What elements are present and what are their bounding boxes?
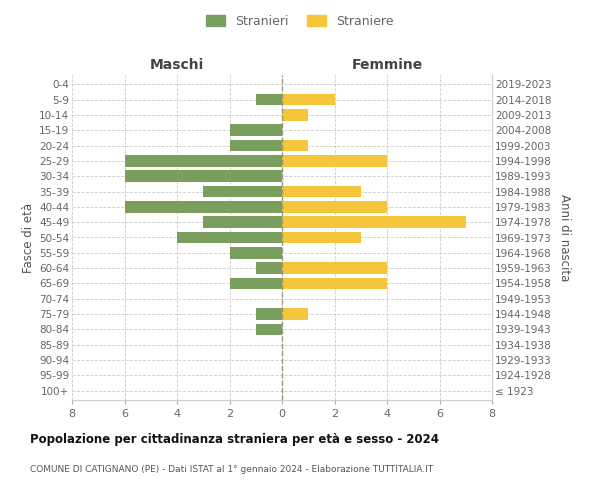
Bar: [229, 247, 282, 258]
Text: Femmine: Femmine: [352, 58, 422, 72]
Bar: [256, 324, 282, 335]
Bar: [229, 140, 282, 151]
Text: Maschi: Maschi: [150, 58, 204, 72]
Bar: [125, 201, 282, 212]
Bar: [282, 216, 466, 228]
Bar: [203, 186, 282, 198]
Bar: [125, 155, 282, 166]
Bar: [282, 262, 387, 274]
Bar: [282, 94, 335, 106]
Bar: [229, 124, 282, 136]
Bar: [229, 278, 282, 289]
Bar: [282, 278, 387, 289]
Y-axis label: Anni di nascita: Anni di nascita: [558, 194, 571, 281]
Bar: [177, 232, 282, 243]
Bar: [282, 109, 308, 120]
Bar: [282, 232, 361, 243]
Text: Popolazione per cittadinanza straniera per età e sesso - 2024: Popolazione per cittadinanza straniera p…: [30, 432, 439, 446]
Bar: [256, 262, 282, 274]
Legend: Stranieri, Straniere: Stranieri, Straniere: [203, 11, 397, 32]
Bar: [282, 201, 387, 212]
Bar: [256, 94, 282, 106]
Bar: [282, 140, 308, 151]
Bar: [125, 170, 282, 182]
Bar: [203, 216, 282, 228]
Bar: [282, 155, 387, 166]
Text: COMUNE DI CATIGNANO (PE) - Dati ISTAT al 1° gennaio 2024 - Elaborazione TUTTITAL: COMUNE DI CATIGNANO (PE) - Dati ISTAT al…: [30, 466, 433, 474]
Y-axis label: Fasce di età: Fasce di età: [22, 202, 35, 272]
Bar: [256, 308, 282, 320]
Bar: [282, 186, 361, 198]
Bar: [282, 308, 308, 320]
